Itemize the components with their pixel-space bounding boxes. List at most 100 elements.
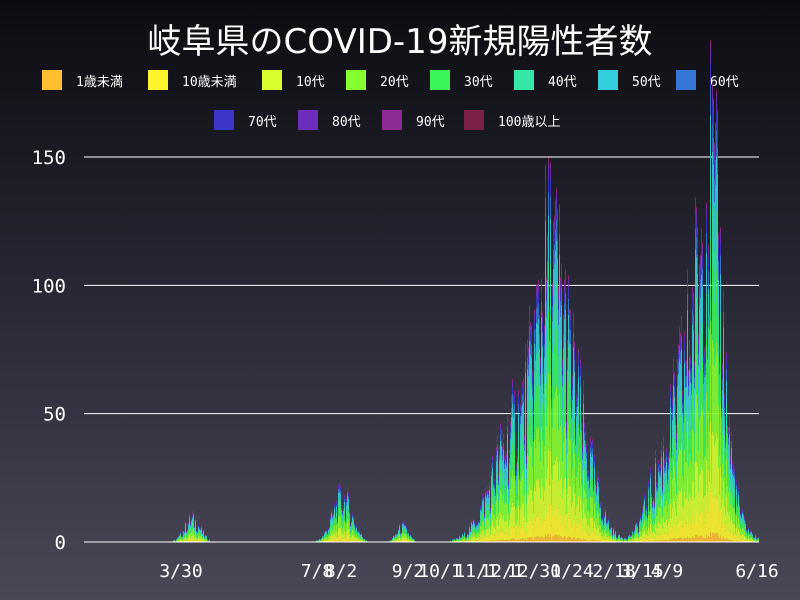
bar-segment <box>512 444 513 471</box>
bar-segment <box>607 520 608 522</box>
bar-segment <box>553 349 554 401</box>
bar-segment <box>531 335 532 345</box>
bar-segment <box>543 371 544 377</box>
bar-segment <box>647 525 648 530</box>
bar-segment <box>411 538 412 540</box>
bar-segment <box>336 537 337 542</box>
bar-segment <box>622 539 623 541</box>
bar-segment <box>597 534 598 541</box>
bar-segment <box>326 539 327 541</box>
bar-segment <box>719 522 720 539</box>
bar-segment <box>683 414 684 423</box>
bar-segment <box>339 515 340 528</box>
bar-segment <box>201 526 202 528</box>
bar-segment <box>644 495 645 498</box>
bar-segment <box>675 441 676 460</box>
bar-segment <box>719 374 720 399</box>
bar-segment <box>476 528 477 532</box>
bar-segment <box>325 530 326 532</box>
bar-segment <box>674 417 675 440</box>
bar-segment <box>495 488 496 491</box>
bar-segment <box>602 539 603 542</box>
bar-segment <box>517 461 518 474</box>
bar-segment <box>648 485 649 490</box>
bar-segment <box>727 414 728 417</box>
bar-segment <box>503 462 504 477</box>
bar-segment <box>328 529 329 530</box>
bar-segment <box>540 361 541 367</box>
bar-segment <box>508 496 509 505</box>
bar-segment <box>684 336 685 343</box>
bar-segment <box>188 529 189 534</box>
bar-segment <box>585 431 586 434</box>
bar-segment <box>582 540 583 542</box>
bar-segment <box>638 540 639 542</box>
bar-segment <box>476 533 477 538</box>
bar-segment <box>660 495 661 508</box>
bar-segment <box>679 337 680 346</box>
bar-segment <box>392 540 393 542</box>
bar-segment <box>695 249 696 291</box>
bar-segment <box>541 279 542 284</box>
bar-segment <box>570 313 571 321</box>
bar-segment <box>480 525 481 534</box>
bar-segment <box>740 528 741 535</box>
bar-segment <box>673 461 674 498</box>
bar-segment <box>538 280 539 285</box>
bar-segment <box>191 518 192 519</box>
bar-segment <box>714 142 715 145</box>
bar-segment <box>704 522 705 539</box>
bar-segment <box>335 539 336 542</box>
bar-segment <box>553 268 554 308</box>
bar-segment <box>348 492 349 493</box>
bar-segment <box>656 490 657 498</box>
bar-segment <box>508 479 509 481</box>
bar-segment <box>349 511 350 514</box>
bar-segment <box>695 290 696 336</box>
bar-segment <box>409 538 410 540</box>
bar-segment <box>460 537 461 539</box>
bar-segment <box>351 520 352 522</box>
bar-segment <box>203 538 204 541</box>
bar-segment <box>700 254 701 256</box>
bar-segment <box>352 529 353 535</box>
bar-segment <box>549 400 550 439</box>
bar-segment <box>726 427 727 459</box>
bar-segment <box>718 511 719 536</box>
bar-segment <box>398 528 399 530</box>
bar-segment <box>701 227 702 230</box>
bar-segment <box>686 498 687 524</box>
bar-segment <box>684 449 685 492</box>
bar-segment <box>551 408 552 428</box>
bar-segment <box>551 526 552 539</box>
bar-segment <box>603 530 604 534</box>
bar-segment <box>531 383 532 412</box>
bar-segment <box>707 490 708 521</box>
bar-segment <box>512 422 513 445</box>
bar-segment <box>677 362 678 369</box>
bar-segment <box>566 453 567 470</box>
bar-segment <box>533 539 534 542</box>
bar-segment <box>553 220 554 223</box>
bar-segment <box>516 495 517 508</box>
bar-segment <box>660 466 661 469</box>
bar-segment <box>606 536 607 540</box>
bar-segment <box>725 475 726 494</box>
bar-segment <box>696 223 697 237</box>
x-tick-label: 7/8 <box>301 561 334 582</box>
bar-segment <box>401 532 402 534</box>
bar-segment <box>534 486 535 519</box>
bar-segment <box>495 509 496 519</box>
bar-segment <box>698 537 699 542</box>
bar-segment <box>547 235 548 240</box>
bar-segment <box>696 340 697 395</box>
bar-segment <box>529 437 530 486</box>
bar-segment <box>461 538 462 539</box>
bar-segment <box>645 528 646 535</box>
bar-segment <box>638 532 639 535</box>
bar-segment <box>478 539 479 542</box>
bar-segment <box>519 509 520 525</box>
bar-segment <box>549 369 550 401</box>
bar-segment <box>570 486 571 519</box>
bar-segment <box>486 490 487 492</box>
